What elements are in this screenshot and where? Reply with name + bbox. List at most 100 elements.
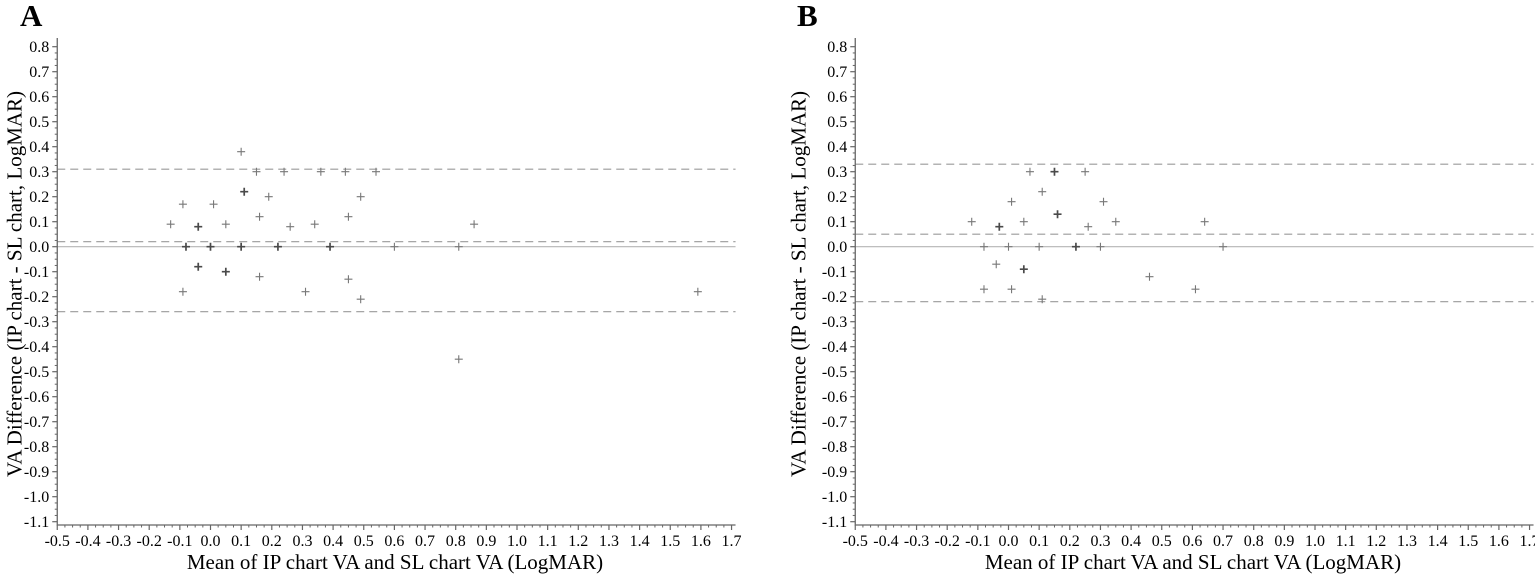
data-point <box>390 242 399 251</box>
x-tick-label: 0.2 <box>262 533 282 550</box>
data-point <box>341 167 350 176</box>
y-tick-label: -0.7 <box>822 414 847 431</box>
y-tick-label: -0.9 <box>24 464 49 481</box>
data-point <box>255 272 264 281</box>
y-tick-label: -0.4 <box>24 339 49 356</box>
x-tick-label: 0.8 <box>446 533 466 550</box>
y-tick-label: 0.2 <box>29 189 49 206</box>
y-tick-label: 0.8 <box>827 39 847 56</box>
data-point <box>1004 242 1013 251</box>
x-tick-label: 0.1 <box>231 533 251 550</box>
data-point <box>221 267 230 276</box>
data-point <box>1099 197 1108 206</box>
data-point <box>356 192 365 201</box>
data-point <box>344 212 353 221</box>
y-tick-label: -0.7 <box>24 414 49 431</box>
x-tick-label: 1.3 <box>1397 533 1417 550</box>
x-tick-label: 0.1 <box>1029 533 1049 550</box>
data-point <box>255 212 264 221</box>
x-tick-label: 1.4 <box>1428 533 1448 550</box>
data-point <box>979 242 988 251</box>
data-point <box>992 260 1001 269</box>
x-tick-label: 0.9 <box>1274 533 1294 550</box>
y-tick-label: 0.3 <box>827 164 847 181</box>
x-tick-label: 0.0 <box>201 533 221 550</box>
x-tick-label: 1.2 <box>1366 533 1386 550</box>
data-point <box>1007 197 1016 206</box>
y-tick-label: 0.6 <box>827 89 847 106</box>
y-tick-label: -0.6 <box>24 389 49 406</box>
data-point <box>1200 217 1209 226</box>
y-tick-label: 0.4 <box>827 139 847 156</box>
x-tick-label: 1.7 <box>1520 533 1535 550</box>
data-point <box>301 287 310 296</box>
x-tick-label: 1.1 <box>1336 533 1356 550</box>
y-tick-label: -1.0 <box>822 489 847 506</box>
data-point <box>209 200 218 209</box>
y-tick-label: 0.6 <box>29 89 49 106</box>
data-point <box>1035 242 1044 251</box>
data-point <box>693 287 702 296</box>
x-tick-label: 1.6 <box>691 533 711 550</box>
x-tick-label: -0.1 <box>965 533 990 550</box>
data-point <box>286 222 295 231</box>
x-tick-label: -0.3 <box>106 533 131 550</box>
x-tick-label: 1.0 <box>1305 533 1325 550</box>
x-tick-label: 0.2 <box>1060 533 1080 550</box>
y-tick-label: -0.8 <box>24 439 49 456</box>
x-tick-label: -0.5 <box>843 533 868 550</box>
x-tick-label: 1.4 <box>630 533 650 550</box>
data-point <box>240 187 249 196</box>
y-tick-label: -1.1 <box>24 514 49 531</box>
data-point <box>1096 242 1105 251</box>
data-point <box>1050 167 1059 176</box>
data-point <box>1038 295 1047 304</box>
data-point <box>178 287 187 296</box>
x-tick-label: 1.0 <box>507 533 527 550</box>
data-point <box>252 167 261 176</box>
data-point <box>967 217 976 226</box>
bland-altman-plot-b: -0.5 -0.4 -0.3 -0.2 -0.1 0.0 0.1 0.2 0.3 0.4 0.5 0.… <box>822 38 1535 550</box>
x-tick-label: 0.6 <box>384 533 404 550</box>
data-point <box>344 275 353 284</box>
data-point <box>470 220 479 229</box>
x-tick-label: -0.3 <box>904 533 929 550</box>
data-point <box>1111 217 1120 226</box>
y-tick-label: -0.1 <box>822 264 847 281</box>
y-tick-label: 0.3 <box>29 164 49 181</box>
panel-label-b: B <box>797 0 818 33</box>
data-point <box>194 262 203 271</box>
x-tick-label: 1.3 <box>599 533 619 550</box>
data-point <box>1191 285 1200 294</box>
data-point <box>1038 187 1047 196</box>
x-tick-label: -0.5 <box>45 533 70 550</box>
x-tick-label: -0.4 <box>75 533 100 550</box>
x-tick-label: 1.2 <box>568 533 588 550</box>
x-tick-label: -0.2 <box>137 533 162 550</box>
x-tick-label: 1.7 <box>722 533 742 550</box>
x-tick-label: 1.6 <box>1489 533 1509 550</box>
y-tick-label: -0.2 <box>24 289 49 306</box>
data-point <box>1145 272 1154 281</box>
data-point <box>1025 167 1034 176</box>
y-tick-label: -0.5 <box>24 364 49 381</box>
data-point <box>206 242 215 251</box>
data-point <box>178 200 187 209</box>
x-tick-label: -0.1 <box>167 533 192 550</box>
y-tick-label: -0.9 <box>822 464 847 481</box>
panel-b: B VA Difference (IP chart - SL chart, Lo… <box>767 0 1535 584</box>
x-tick-label: -0.4 <box>873 533 898 550</box>
y-tick-label: 0.5 <box>29 114 49 131</box>
x-tick-label: 0.7 <box>415 533 435 550</box>
data-point <box>1219 242 1228 251</box>
y-tick-label: -0.2 <box>822 289 847 306</box>
axis-spine <box>854 38 1534 526</box>
y-tick-label: 0.4 <box>29 139 49 156</box>
y-tick-label: 0.0 <box>29 239 49 256</box>
x-tick-label: 0.8 <box>1244 533 1264 550</box>
x-tick-label: 0.4 <box>1121 533 1141 550</box>
y-tick-label: 0.2 <box>827 189 847 206</box>
data-point <box>356 295 365 304</box>
axis-spine <box>56 38 736 526</box>
data-point <box>181 242 190 251</box>
